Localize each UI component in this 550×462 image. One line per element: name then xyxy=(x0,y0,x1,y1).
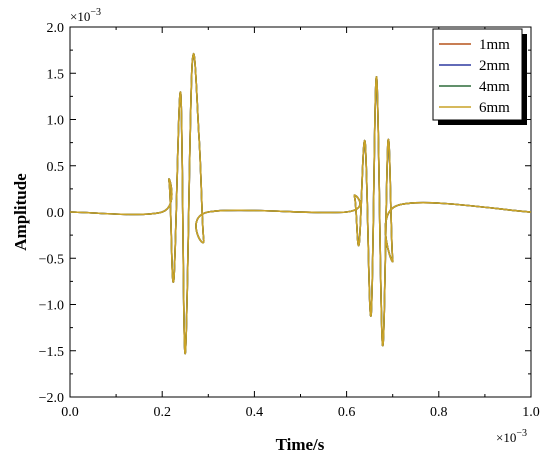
y-tick-label: 0.0 xyxy=(47,206,65,221)
y-tick-label: −0.5 xyxy=(39,252,64,267)
legend-label: 1mm xyxy=(479,37,510,53)
y-tick-label: 1.0 xyxy=(47,114,65,129)
x-tick-label: 0.8 xyxy=(430,405,448,420)
x-multiplier-label: ×10−3 xyxy=(496,428,527,445)
axis-ticks: 0.0 0.2 0.4 0.6 0.8 1.0 2.0 1.5 1.0 0.5 0.0 −0.5 −1.… xyxy=(39,21,540,420)
x-tick-label: 0.4 xyxy=(246,405,264,420)
y-tick-label: −2.0 xyxy=(39,391,64,406)
y-axis-title: Amplitude xyxy=(11,173,30,251)
y-multiplier-label: ×10−3 xyxy=(70,7,101,24)
x-axis-title: Time/s xyxy=(276,435,325,454)
x-tick-label: 1.0 xyxy=(522,405,540,420)
y-tick-label: −1.5 xyxy=(39,345,64,360)
x-tick-label: 0.0 xyxy=(61,405,79,420)
y-tick-label: 2.0 xyxy=(47,21,65,36)
series-lines xyxy=(69,53,532,355)
x-tick-label: 0.6 xyxy=(338,405,356,420)
legend-label: 2mm xyxy=(479,58,510,74)
series-line-6mm xyxy=(69,53,532,355)
x-tick-label: 0.2 xyxy=(153,405,171,420)
y-tick-label: 1.5 xyxy=(47,67,65,82)
legend: 1mm 2mm 4mm 6mm xyxy=(432,28,527,125)
legend-label: 4mm xyxy=(479,79,510,95)
y-tick-label: 0.5 xyxy=(47,160,65,175)
y-tick-label: −1.0 xyxy=(39,299,64,314)
legend-label: 6mm xyxy=(479,100,510,116)
